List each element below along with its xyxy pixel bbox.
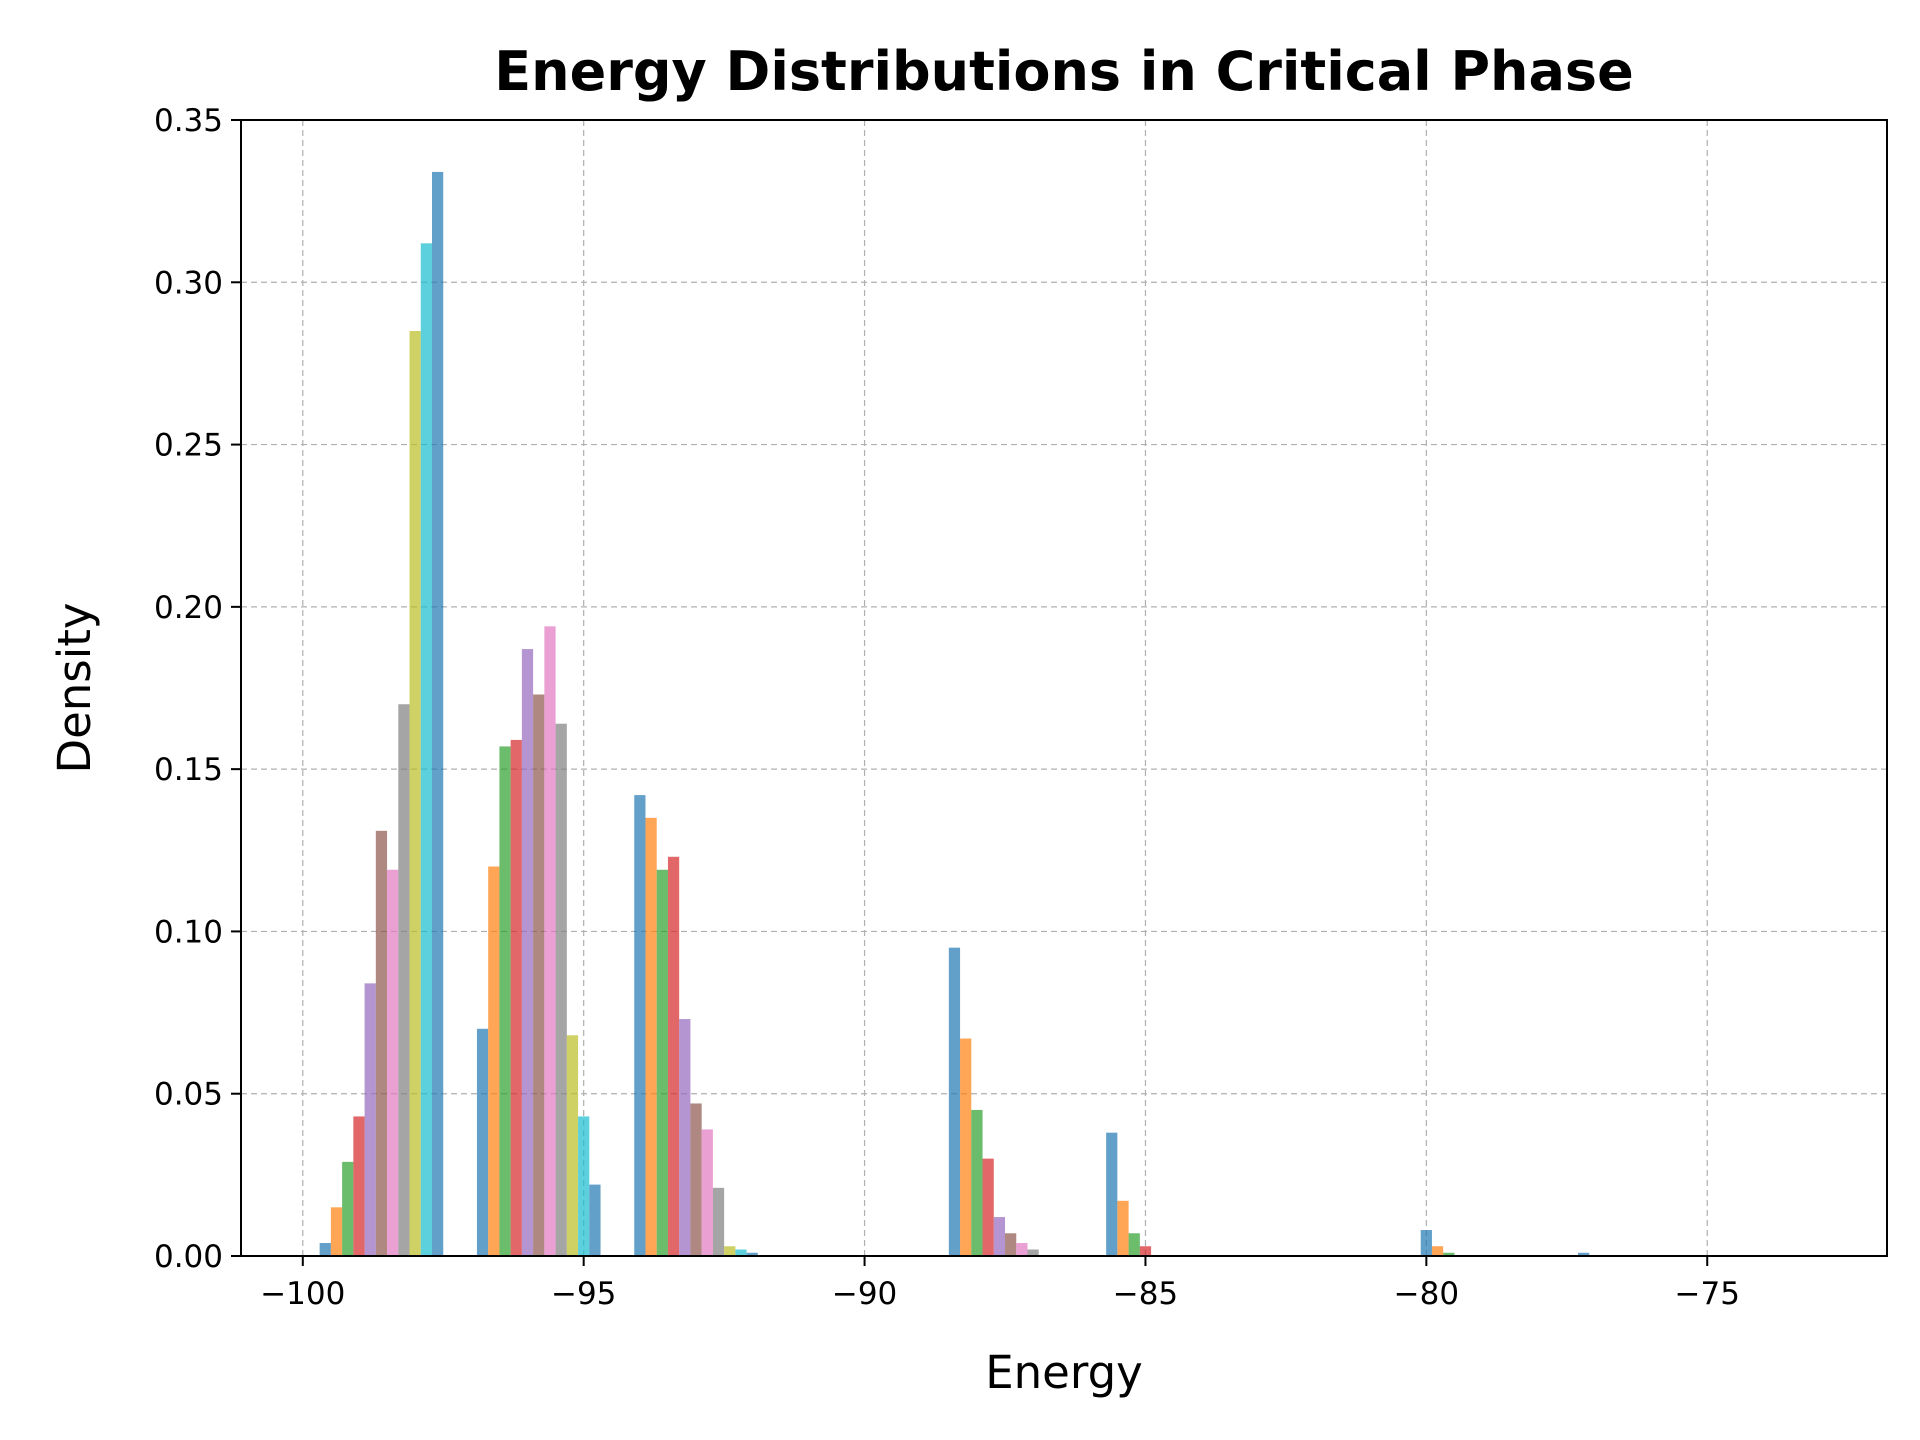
histogram-bar-series-4 [667, 856, 680, 1256]
histogram-bar-series-1 [476, 1028, 489, 1256]
histogram-bar-series-3 [1443, 1252, 1455, 1256]
histogram-bar-series-6 [533, 694, 545, 1256]
histogram-bar-series-5 [679, 1019, 691, 1256]
x-tick-label: −100 [260, 1276, 345, 1312]
histogram-bar-series-11 [589, 1184, 601, 1256]
y-tick-label: 0.00 [154, 1239, 223, 1275]
histogram-bar-series-4 [1139, 1246, 1152, 1256]
histogram-bar-series-1 [1106, 1132, 1118, 1256]
y-tick-label: 0.20 [154, 590, 223, 626]
histogram-bar-series-9 [566, 1035, 579, 1256]
y-tick-label: 0.30 [154, 265, 223, 301]
histogram-bar-series-8 [1027, 1249, 1039, 1256]
histogram-bar-series-7 [701, 1129, 713, 1256]
histogram-bar-series-5 [993, 1217, 1006, 1256]
y-tick-label: 0.05 [154, 1077, 223, 1113]
histogram-bar-series-4 [510, 739, 522, 1256]
x-axis-label: Energy [985, 1346, 1143, 1399]
histogram-bar-series-1 [948, 947, 961, 1256]
x-tick-label: −75 [1675, 1276, 1740, 1312]
histogram-bar-series-11 [432, 171, 444, 1257]
histogram-bar-series-6 [690, 1103, 702, 1256]
histogram-bar-series-2 [488, 866, 500, 1256]
histogram-bar-series-1 [1420, 1230, 1432, 1256]
histogram-bar-series-8 [398, 704, 410, 1256]
histogram-bar-series-3 [499, 746, 511, 1256]
histogram-bar-series-7 [544, 626, 556, 1256]
chart-title: Energy Distributions in Critical Phase [494, 40, 1633, 103]
histogram-bar-series-10 [420, 243, 433, 1256]
histogram-bar-series-5 [364, 983, 376, 1256]
histogram-bar-series-9 [409, 330, 421, 1256]
histogram-bar-series-2 [1431, 1246, 1444, 1256]
x-tick-label: −90 [832, 1276, 897, 1312]
histogram-bar-series-4 [982, 1158, 994, 1256]
histogram-bar-series-5 [521, 649, 534, 1256]
histogram-bar-series-1 [1578, 1252, 1590, 1256]
histogram-bar-series-3 [342, 1161, 354, 1256]
histogram-bar-series-10 [735, 1249, 747, 1256]
histogram-bar-series-4 [353, 1116, 365, 1256]
x-tick-label: −80 [1394, 1276, 1459, 1312]
histogram-bar-series-2 [1117, 1200, 1129, 1256]
histogram-bar-series-8 [555, 723, 567, 1256]
y-tick-label: 0.25 [154, 428, 223, 464]
histogram-bar-series-9 [724, 1246, 736, 1256]
x-tick-label: −85 [1113, 1276, 1178, 1312]
x-tick-label: −95 [551, 1276, 616, 1312]
y-axis-label: Density [48, 602, 101, 773]
histogram-bar-series-6 [375, 830, 388, 1256]
histogram-bar-series-11 [746, 1252, 758, 1256]
histogram-bar-series-2 [330, 1207, 343, 1256]
y-tick-label: 0.15 [154, 752, 223, 788]
histogram-bar-series-3 [1128, 1233, 1140, 1256]
x-axis-ticks: −100 −95 −90 −85 −80 −75 [260, 1256, 1740, 1312]
bars-layer [319, 171, 1590, 1257]
plot-frame [240, 119, 1888, 1257]
y-tick-label: 0.35 [154, 103, 223, 139]
histogram-bar-series-7 [387, 869, 399, 1256]
histogram-bar-series-3 [656, 869, 668, 1256]
histogram-bar-series-8 [712, 1187, 725, 1256]
histogram-bar-series-2 [960, 1038, 972, 1256]
histogram-bar-series-10 [578, 1116, 590, 1256]
y-axis-ticks: 0.00 0.05 0.10 0.15 0.20 0.25 0.30 0.35 [154, 103, 241, 1275]
histogram-bar-series-1 [634, 795, 646, 1256]
histogram-bar-series-6 [1005, 1233, 1017, 1256]
histogram-bar-series-1 [319, 1243, 331, 1256]
histogram-bar-series-3 [971, 1109, 983, 1256]
histogram-bar-series-7 [1016, 1243, 1028, 1256]
histogram-bar-series-2 [645, 817, 657, 1256]
y-tick-label: 0.10 [154, 914, 223, 950]
